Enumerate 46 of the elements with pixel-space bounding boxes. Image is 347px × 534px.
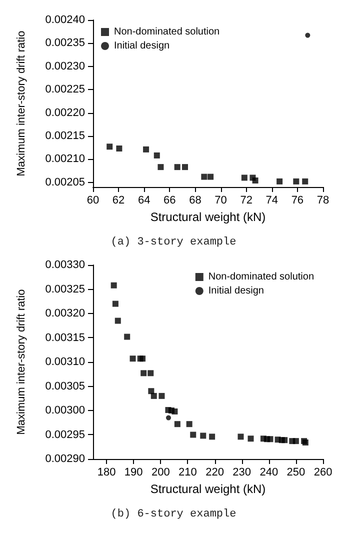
x-axis-title: Structural weight (kN)	[150, 210, 266, 224]
y-tick-label: 0.00290	[45, 453, 85, 465]
x-tick-label: 190	[124, 466, 143, 478]
x-tick-label: 62	[112, 194, 125, 206]
x-tick-label: 240	[260, 466, 278, 478]
y-axis-title: Maximum inter-story drift ratio	[16, 289, 28, 435]
x-tick-label: 68	[189, 194, 202, 206]
legend-label: Non-dominated solution	[208, 272, 314, 282]
y-tick-label: 0.00320	[45, 308, 85, 320]
x-tick-label: 60	[86, 194, 100, 206]
x-tick-label: 76	[291, 194, 304, 206]
y-tick-label: 0.00315	[45, 332, 85, 344]
x-tick-label: 70	[214, 194, 227, 206]
legend-label: Initial design	[208, 286, 264, 296]
y-tick-label: 0.00230	[45, 60, 85, 72]
x-tick-label: 78	[316, 194, 330, 206]
y-tick-label: 0.00240	[45, 14, 85, 26]
y-tick-label: 0.00305	[45, 380, 85, 392]
x-axis-title: Structural weight (kN)	[150, 482, 266, 496]
y-tick-label: 0.00210	[45, 153, 85, 166]
y-tick-label: 0.00295	[45, 428, 85, 441]
y-tick-label: 0.00235	[45, 37, 85, 50]
x-tick-label: 200	[151, 466, 170, 478]
x-tick-label: 260	[314, 466, 332, 478]
x-tick-label: 64	[138, 194, 150, 206]
x-tick-label: 210	[178, 466, 197, 478]
y-tick-label: 0.00215	[45, 130, 85, 142]
x-tick-label: 74	[266, 194, 278, 206]
text: (a) 3-story example	[110, 236, 236, 248]
y-tick-label: 0.00205	[45, 176, 85, 188]
legend-label: Initial design	[114, 40, 170, 52]
x-tick-label: 72	[240, 194, 252, 206]
y-axis-title: Maximum inter-story drift ratio	[16, 30, 28, 176]
x-tick-label: 180	[97, 466, 116, 478]
x-tick-label: 250	[286, 466, 306, 478]
legend-label: Non-dominated solution	[114, 26, 220, 38]
y-tick-label: 0.00330	[45, 259, 85, 271]
y-tick-label: 0.00310	[45, 356, 85, 368]
text: (b) 6-story example	[110, 508, 236, 520]
y-tick-label: 0.00325	[45, 283, 85, 296]
y-tick-label: 0.00300	[45, 404, 85, 416]
y-tick-label: 0.00220	[45, 106, 85, 119]
x-tick-label: 220	[206, 466, 224, 478]
x-tick-label: 66	[164, 194, 176, 206]
x-tick-label: 230	[232, 466, 252, 478]
y-tick-label: 0.00225	[45, 84, 85, 96]
